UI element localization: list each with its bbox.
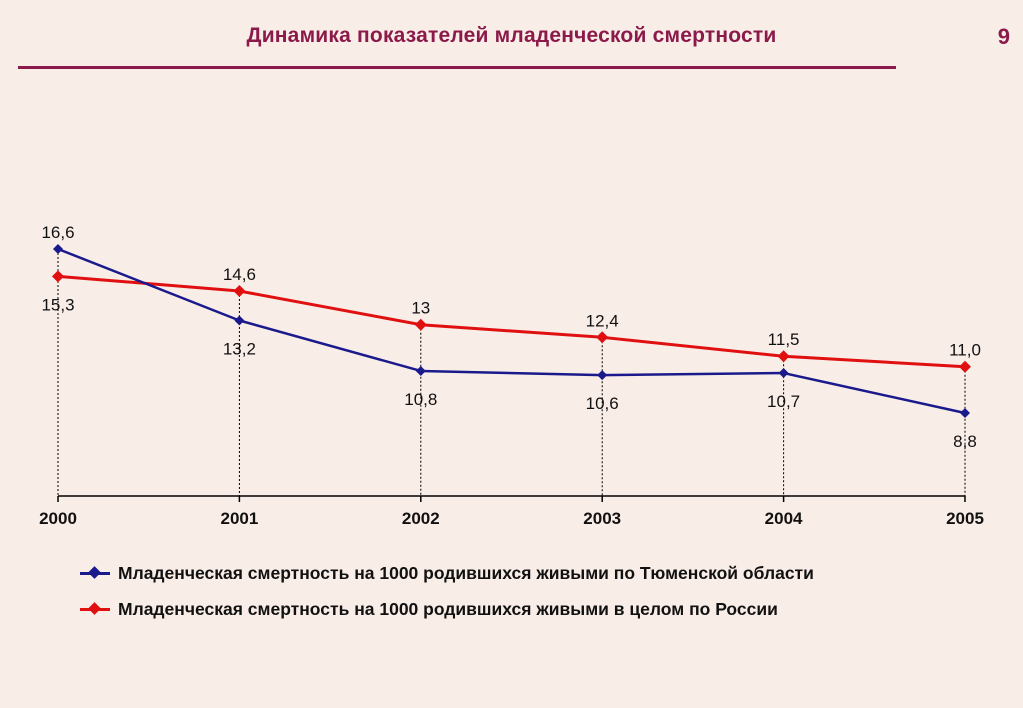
slide-number: 9 <box>997 24 1010 49</box>
data-label-russia: 11,0 <box>949 341 981 360</box>
data-label-russia: 14,6 <box>223 265 256 284</box>
marker-russia <box>777 350 790 363</box>
data-label-tyumen: 8,8 <box>953 432 977 451</box>
marker-russia <box>414 318 427 331</box>
x-tick-label: 2001 <box>220 509 258 528</box>
title-divider <box>18 66 896 69</box>
x-tick-label: 2004 <box>765 509 803 528</box>
data-label-tyumen: 10,8 <box>404 390 437 409</box>
marker-tyumen <box>234 315 245 326</box>
x-axis-ticks: 2000 2001 2002 2003 2004 2005 <box>39 496 984 528</box>
marker-tyumen <box>53 244 63 254</box>
data-label-russia: 15,3 <box>41 295 74 314</box>
series-lines <box>57 247 966 415</box>
line-chart: 2000 2001 2002 2003 2004 2005 16,6 13,2 10,8 10,… <box>39 223 984 528</box>
data-labels: 16,6 13,2 10,8 10,6 10,7 8,8 15,3 14,6 13 12,4 11,… <box>41 223 980 451</box>
marker-tyumen <box>415 365 426 376</box>
marker-tyumen <box>778 368 789 379</box>
x-tick-label: 2005 <box>946 509 984 528</box>
marker-russia <box>233 285 246 298</box>
series-line-russia <box>57 274 966 369</box>
marker-russia <box>959 360 971 373</box>
x-tick-label: 2003 <box>583 509 621 528</box>
data-label-tyumen: 13,2 <box>223 339 256 358</box>
data-label-tyumen: 10,7 <box>767 392 800 411</box>
x-tick-label: 2002 <box>402 509 440 528</box>
legend-label-tyumen: Младенческая смертность на 1000 родивших… <box>118 562 814 583</box>
data-label-tyumen: 10,6 <box>586 394 619 413</box>
marker-tyumen <box>960 408 970 418</box>
series-line-tyumen <box>57 247 966 415</box>
data-label-russia: 11,5 <box>768 330 800 349</box>
drop-lines <box>57 249 966 496</box>
marker-tyumen <box>597 370 608 381</box>
legend-label-russia: Младенческая смертность на 1000 родивших… <box>118 598 778 619</box>
data-label-russia: 13 <box>411 299 430 318</box>
series-markers <box>52 244 971 418</box>
legend-item-tyumen: Младенческая смертность на 1000 родивших… <box>80 561 814 585</box>
slide-title: Динамика показателей младенческой смертн… <box>246 24 777 47</box>
legend-swatch-tyumen <box>80 561 110 585</box>
data-label-russia: 12,4 <box>586 311 619 330</box>
legend-swatch-russia <box>80 597 110 621</box>
x-tick-label: 2000 <box>39 509 77 528</box>
legend-item-russia: Младенческая смертность на 1000 родивших… <box>80 597 778 621</box>
marker-russia <box>52 270 64 283</box>
data-label-tyumen: 16,6 <box>41 223 74 242</box>
marker-russia <box>596 331 609 344</box>
